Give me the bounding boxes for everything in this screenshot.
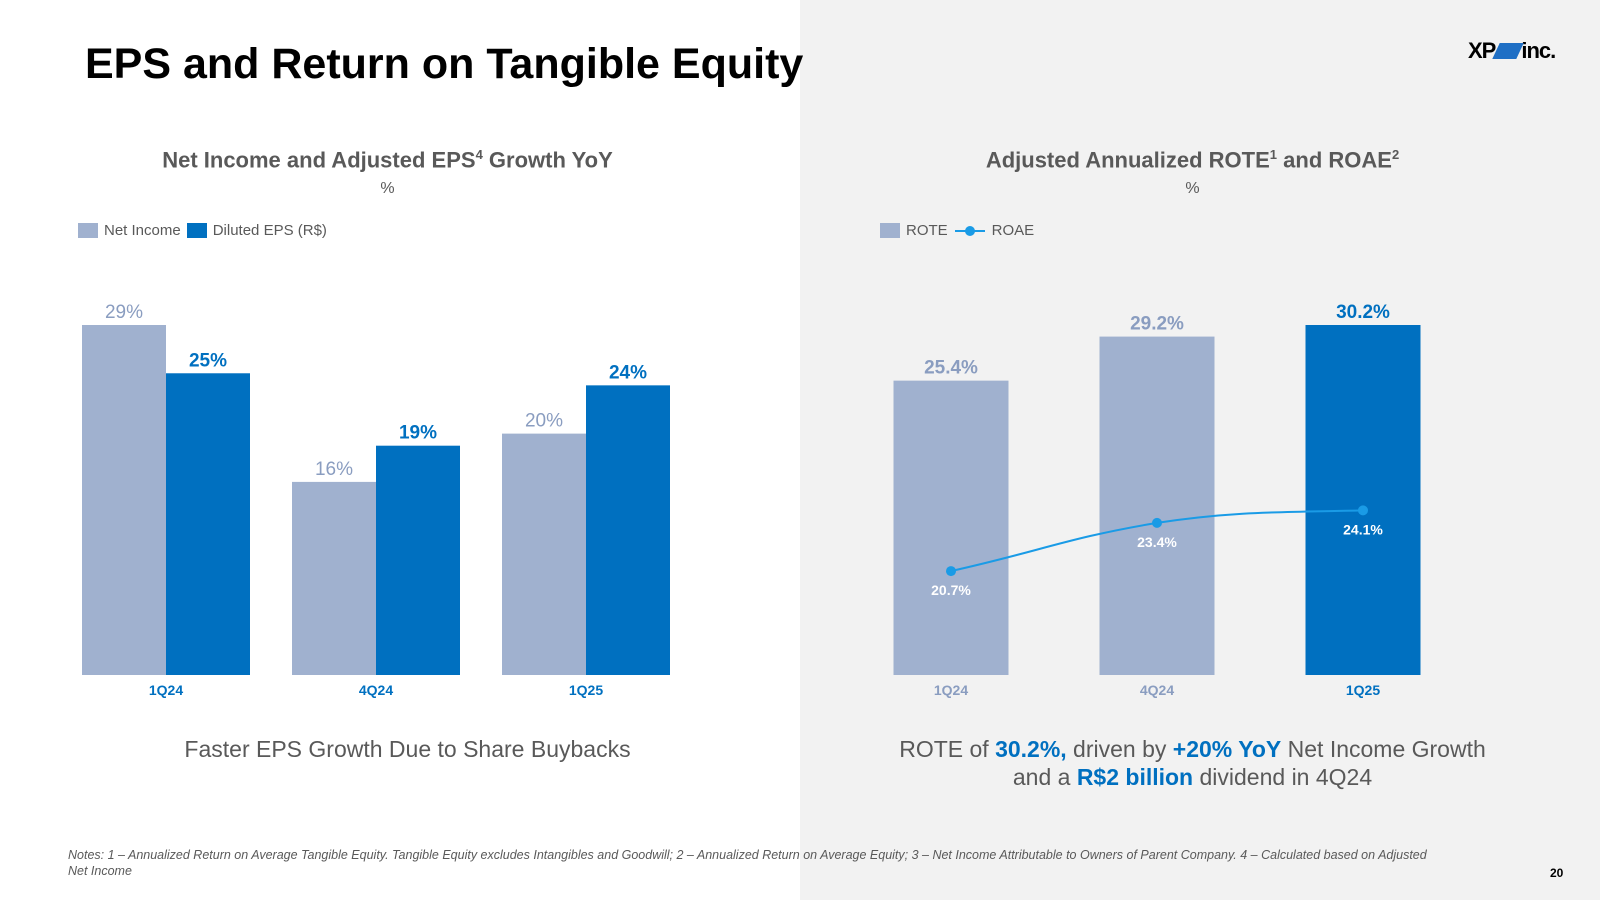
roae-point-1q25 — [1358, 505, 1368, 516]
left-chart-title-suffix: Growth YoY — [482, 147, 613, 173]
left-bar-chart: 29% 25% 1Q24 16% 19% 4Q24 20% 24% 1Q25 — [82, 302, 670, 698]
right-caption-line-1: ROTE of 30.2%, driven by +20% YoY Net In… — [800, 735, 1585, 763]
right-chart-legend: ROTE ROAE — [880, 222, 1034, 239]
legend-line-marker-roae — [954, 225, 985, 236]
logo-slash-icon — [1492, 43, 1525, 59]
data-label-eps-1q25: 24% — [609, 362, 647, 383]
left-chart-title: Net Income and Adjusted EPS4 Growth YoY — [0, 147, 775, 173]
data-label-roae-1q25: 24.1% — [1343, 521, 1383, 537]
bar-net-income-1q25 — [502, 433, 586, 675]
data-label-eps-1q24: 25% — [189, 350, 227, 371]
data-label-rote-1q24: 25.4% — [924, 358, 978, 379]
data-label-eps-4q24: 19% — [399, 423, 437, 444]
right-chart-title-sup1: 1 — [1269, 147, 1278, 162]
bar-diluted-eps-r--1q24 — [166, 373, 250, 675]
right-bar-line-chart: 25.4% 1Q24 29.2% 4Q24 30.2% 1Q25 20.7% 23.4% 24.… — [893, 302, 1421, 698]
caption-highlight-dividend: R$2 billion — [1076, 764, 1194, 790]
left-chart-legend: Net Income Diluted EPS (R$) — [78, 222, 327, 239]
legend-label-diluted-eps: Diluted EPS (R$) — [212, 222, 327, 239]
right-chart-title-b: and ROAE — [1277, 147, 1392, 173]
caption-text: ROTE of — [899, 736, 996, 762]
left-chart-title-sup: 4 — [475, 147, 483, 162]
right-chart-unit: % — [1185, 180, 1200, 197]
bar-diluted-eps-r--4q24 — [376, 445, 460, 675]
data-label-roae-4q24: 23.4% — [1137, 534, 1177, 550]
x-tick-1q24: 1Q24 — [149, 682, 183, 698]
x-tick-1q25: 1Q25 — [569, 682, 603, 698]
x-tick-4q24: 4Q24 — [359, 682, 393, 698]
roae-point-1q24 — [946, 566, 956, 577]
data-label-rote-4q24: 29.2% — [1130, 314, 1184, 335]
data-label-rote-1q25: 30.2% — [1336, 302, 1390, 323]
right-chart-title-a: Adjusted Annualized ROTE — [985, 147, 1270, 173]
x-tick-1q24: 1Q24 — [934, 682, 968, 698]
legend-label-roae: ROAE — [991, 222, 1035, 239]
data-label-net-income-1q24: 29% — [105, 302, 143, 323]
roae-point-4q24 — [1152, 517, 1162, 528]
legend-swatch-net-income — [78, 223, 98, 238]
logo-text-left: XP — [1468, 38, 1496, 63]
legend-label-net-income: Net Income — [104, 222, 181, 239]
legend-swatch-rote — [880, 223, 900, 238]
right-chart-title: Adjusted Annualized ROTE1 and ROAE2 — [800, 147, 1585, 173]
data-label-net-income-4q24: 16% — [315, 459, 353, 480]
right-caption-line-2: and a R$2 billion dividend in 4Q24 — [800, 763, 1585, 791]
bar-net-income-4q24 — [292, 481, 376, 675]
xp-inc-logo: XP inc. — [1468, 38, 1556, 64]
caption-text: Net Income Growth — [1281, 736, 1486, 762]
left-chart-title-text: Net Income and Adjusted EPS — [162, 147, 476, 173]
legend-label-rote: ROTE — [906, 222, 948, 239]
caption-highlight-growth: +20% YoY — [1172, 736, 1282, 762]
bar-diluted-eps-r--1q25 — [586, 385, 670, 675]
left-chart-caption: Faster EPS Growth Due to Share Buybacks — [184, 736, 631, 762]
caption-text: driven by — [1066, 736, 1173, 762]
bar-net-income-1q24 — [82, 325, 166, 675]
legend-swatch-diluted-eps — [186, 223, 207, 238]
bar-rote-1q25 — [1305, 325, 1421, 675]
caption-highlight-rote: 30.2%, — [995, 736, 1067, 762]
x-tick-4q24: 4Q24 — [1140, 682, 1174, 698]
footnotes: Notes: 1 – Annualized Return on Average … — [68, 848, 1427, 878]
data-label-roae-1q24: 20.7% — [931, 582, 971, 598]
caption-text: and a — [1012, 764, 1077, 790]
bar-rote-4q24 — [1099, 336, 1215, 675]
logo-text-right: inc. — [1521, 38, 1556, 63]
right-chart-title-sup2: 2 — [1391, 147, 1400, 162]
caption-text: dividend in 4Q24 — [1193, 764, 1373, 790]
x-tick-1q25: 1Q25 — [1346, 682, 1380, 698]
page-number: 20 — [1550, 866, 1564, 880]
bar-rote-1q24 — [893, 380, 1009, 675]
left-chart-unit: % — [380, 180, 395, 197]
right-chart-caption: ROTE of 30.2%, driven by +20% YoY Net In… — [800, 735, 1585, 791]
data-label-net-income-1q25: 20% — [525, 411, 563, 432]
page-title: EPS and Return on Tangible Equity — [85, 40, 804, 88]
